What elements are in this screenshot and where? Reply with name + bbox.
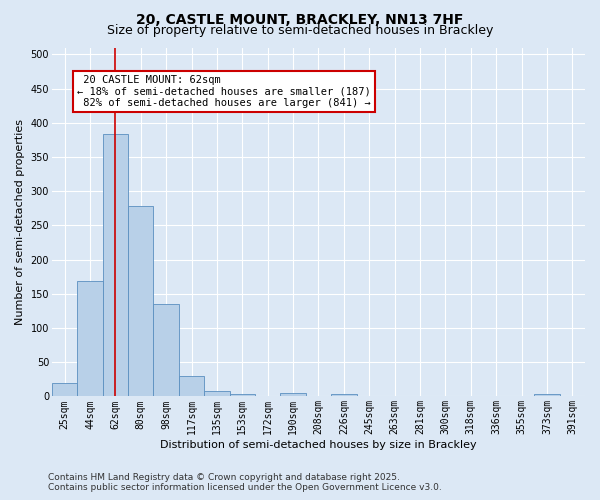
Bar: [534, 394, 560, 396]
Bar: [77, 282, 103, 397]
Bar: [103, 134, 128, 396]
Y-axis label: Number of semi-detached properties: Number of semi-detached properties: [15, 119, 25, 325]
Bar: [52, 382, 77, 396]
Text: 20, CASTLE MOUNT, BRACKLEY, NN13 7HF: 20, CASTLE MOUNT, BRACKLEY, NN13 7HF: [136, 12, 464, 26]
Bar: [230, 394, 255, 396]
Bar: [154, 304, 179, 396]
Bar: [179, 376, 204, 396]
X-axis label: Distribution of semi-detached houses by size in Brackley: Distribution of semi-detached houses by …: [160, 440, 477, 450]
Text: Size of property relative to semi-detached houses in Brackley: Size of property relative to semi-detach…: [107, 24, 493, 37]
Bar: [331, 394, 356, 396]
Text: 20 CASTLE MOUNT: 62sqm
← 18% of semi-detached houses are smaller (187)
 82% of s: 20 CASTLE MOUNT: 62sqm ← 18% of semi-det…: [77, 75, 371, 108]
Text: Contains HM Land Registry data © Crown copyright and database right 2025.
Contai: Contains HM Land Registry data © Crown c…: [48, 473, 442, 492]
Bar: [204, 391, 230, 396]
Bar: [280, 393, 306, 396]
Bar: [128, 206, 154, 396]
